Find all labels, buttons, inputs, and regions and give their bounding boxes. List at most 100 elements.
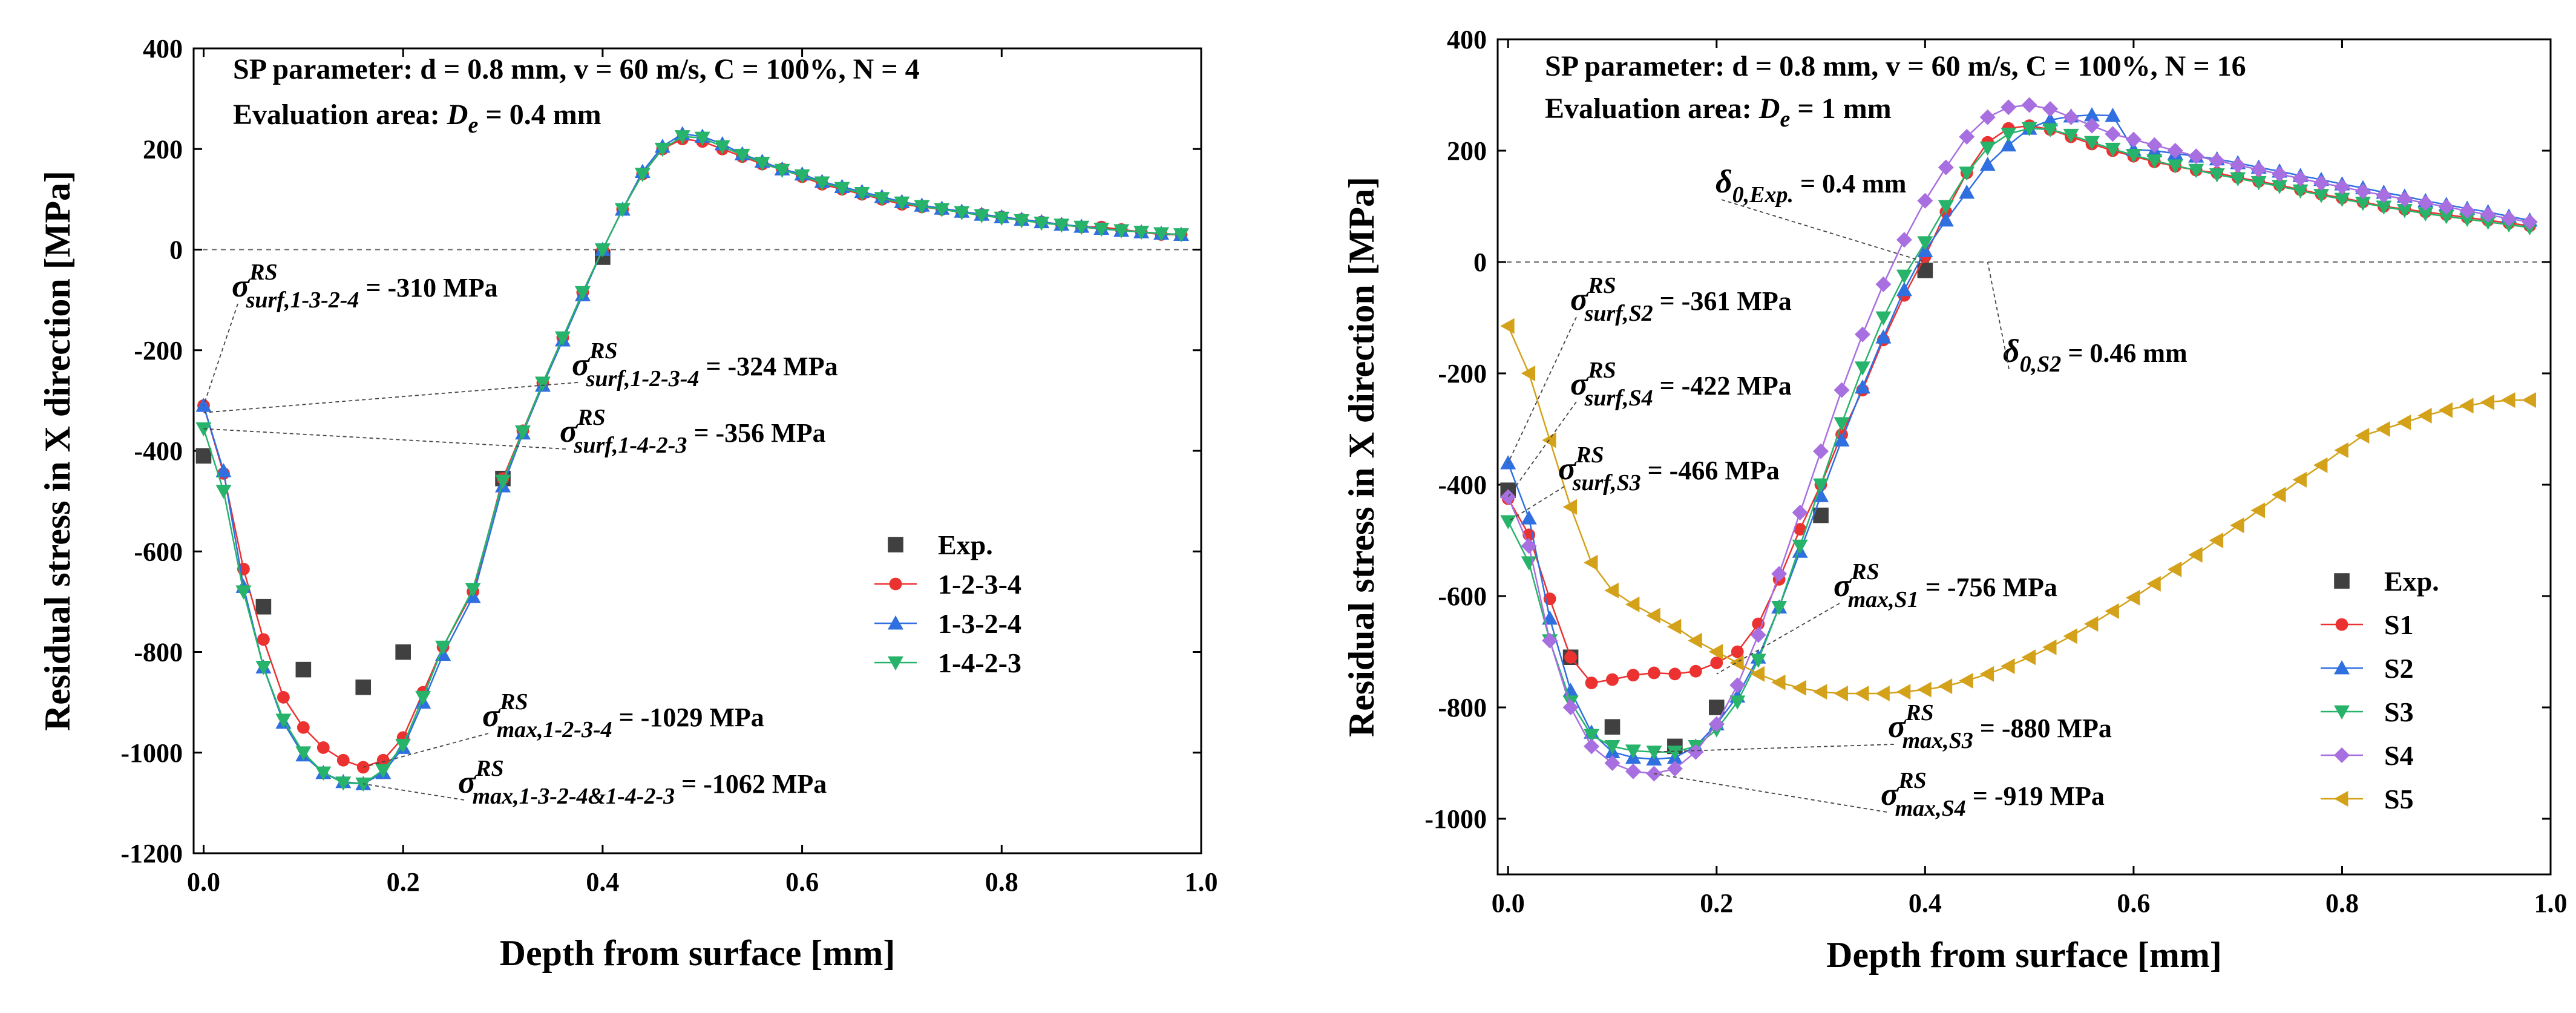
y-tick-label: 400 <box>143 34 183 64</box>
data-point <box>2480 394 2495 410</box>
annotation-leader <box>203 382 578 413</box>
data-point <box>2167 159 2183 174</box>
data-point <box>1834 432 1850 447</box>
data-point <box>1627 669 1640 682</box>
data-point <box>1813 443 1829 459</box>
data-point <box>1896 269 1912 284</box>
y-axis-title: Residual stress in X direction [MPa] <box>38 171 77 731</box>
x-tick-label: 0.6 <box>2117 888 2150 918</box>
data-point <box>1668 667 1682 681</box>
data-point <box>1625 763 1641 779</box>
legend-marker <box>888 537 903 552</box>
data-point <box>2334 442 2348 458</box>
data-point <box>1938 200 1954 214</box>
y-axis-title: Residual stress in X direction [MPa] <box>1342 177 1381 737</box>
annotation-text: δ0,Exp. = 0.4 mm <box>1716 163 1906 208</box>
data-point <box>2417 407 2432 424</box>
data-point <box>1729 655 1744 671</box>
data-point <box>2272 180 2288 194</box>
data-point <box>1604 719 1621 735</box>
data-point <box>1646 746 1662 760</box>
annotation-text: σRS max,S3 = -880 MPa <box>1888 700 2112 753</box>
data-point <box>1562 700 1579 715</box>
annotation: σRS surf,S3 = -466 MPa <box>1507 442 1780 522</box>
legend: Exp. 1-2-3-4 1-3-2-4 1-4-2-3 <box>874 529 1021 678</box>
data-point <box>1750 654 1766 668</box>
y-tick-label: -1000 <box>1424 804 1487 834</box>
data-point <box>1731 645 1744 658</box>
data-point <box>1959 185 1975 199</box>
legend-label: Exp. <box>2384 566 2439 597</box>
legend: Exp. S1 S2 S3 S4 S5 <box>2321 566 2439 815</box>
data-point <box>614 203 631 217</box>
data-point <box>2272 166 2288 182</box>
data-point <box>295 746 312 761</box>
data-point <box>336 753 350 767</box>
series-line <box>203 133 1182 785</box>
y-tick-label: -400 <box>1438 470 1487 500</box>
data-point <box>1917 263 1933 278</box>
data-point <box>2083 136 2100 151</box>
data-point <box>2042 101 2059 117</box>
data-point <box>2313 457 2328 473</box>
x-tick-label: 1.0 <box>2534 888 2568 918</box>
x-tick-label: 1.0 <box>1185 867 1218 897</box>
data-point <box>1854 686 1869 701</box>
data-point <box>914 200 930 215</box>
data-point <box>2209 533 2224 548</box>
data-point <box>1729 677 1746 693</box>
y-tick-label: -800 <box>134 638 183 667</box>
data-point <box>2396 414 2411 430</box>
data-point <box>2021 649 2036 666</box>
legend-label: S1 <box>2384 609 2414 640</box>
data-point <box>1792 505 1808 520</box>
data-point <box>415 690 431 706</box>
data-point <box>355 679 372 695</box>
data-point <box>2146 137 2163 153</box>
data-point <box>874 192 890 206</box>
data-point <box>2292 471 2307 488</box>
series-line <box>1507 127 2530 753</box>
data-point <box>554 331 571 346</box>
data-point <box>1979 666 1994 682</box>
x-tick-label: 0.4 <box>586 867 619 897</box>
data-point <box>994 211 1010 226</box>
y-tick-label: -400 <box>134 436 183 466</box>
annotation-leader <box>203 303 238 406</box>
annotation: σRS max,S3 = -880 MPa <box>1654 700 2112 753</box>
data-point <box>2250 176 2267 191</box>
data-point <box>1584 729 1600 743</box>
data-point <box>774 163 790 179</box>
data-point <box>1834 417 1850 431</box>
data-point <box>1564 651 1577 664</box>
data-point <box>1562 499 1577 515</box>
annotation-text: σRS max,1-3-2-4&1-4-2-3 = -1062 MPa <box>458 756 827 809</box>
data-point <box>235 585 252 600</box>
data-point <box>2083 107 2100 122</box>
annotation-leader <box>1654 773 1887 813</box>
data-point <box>2146 154 2163 169</box>
data-point <box>2083 117 2100 134</box>
data-point <box>1938 678 1953 695</box>
x-tick-label: 0.8 <box>2325 888 2359 918</box>
annotation: σRS max,S1 = -756 MPa <box>1716 559 2057 675</box>
data-point <box>954 206 970 220</box>
series-s3 <box>1500 122 2538 760</box>
data-point <box>1708 700 1725 715</box>
data-point <box>1093 223 1110 237</box>
annotation: σRS surf,S2 = -361 MPa <box>1507 273 1792 464</box>
annotation-text: σRS surf,1-4-2-3 = -356 MPa <box>560 405 826 458</box>
data-point <box>1834 382 1850 398</box>
data-point <box>2209 152 2225 169</box>
legend-marker <box>2334 747 2350 763</box>
annotation-leader <box>1507 316 1577 464</box>
annotation-leader <box>1654 744 1895 753</box>
data-point <box>2522 214 2538 230</box>
data-point <box>1173 228 1190 243</box>
data-point <box>1034 217 1050 231</box>
y-tick-label: -1200 <box>120 839 183 868</box>
data-point <box>814 176 830 191</box>
data-point <box>714 140 730 155</box>
